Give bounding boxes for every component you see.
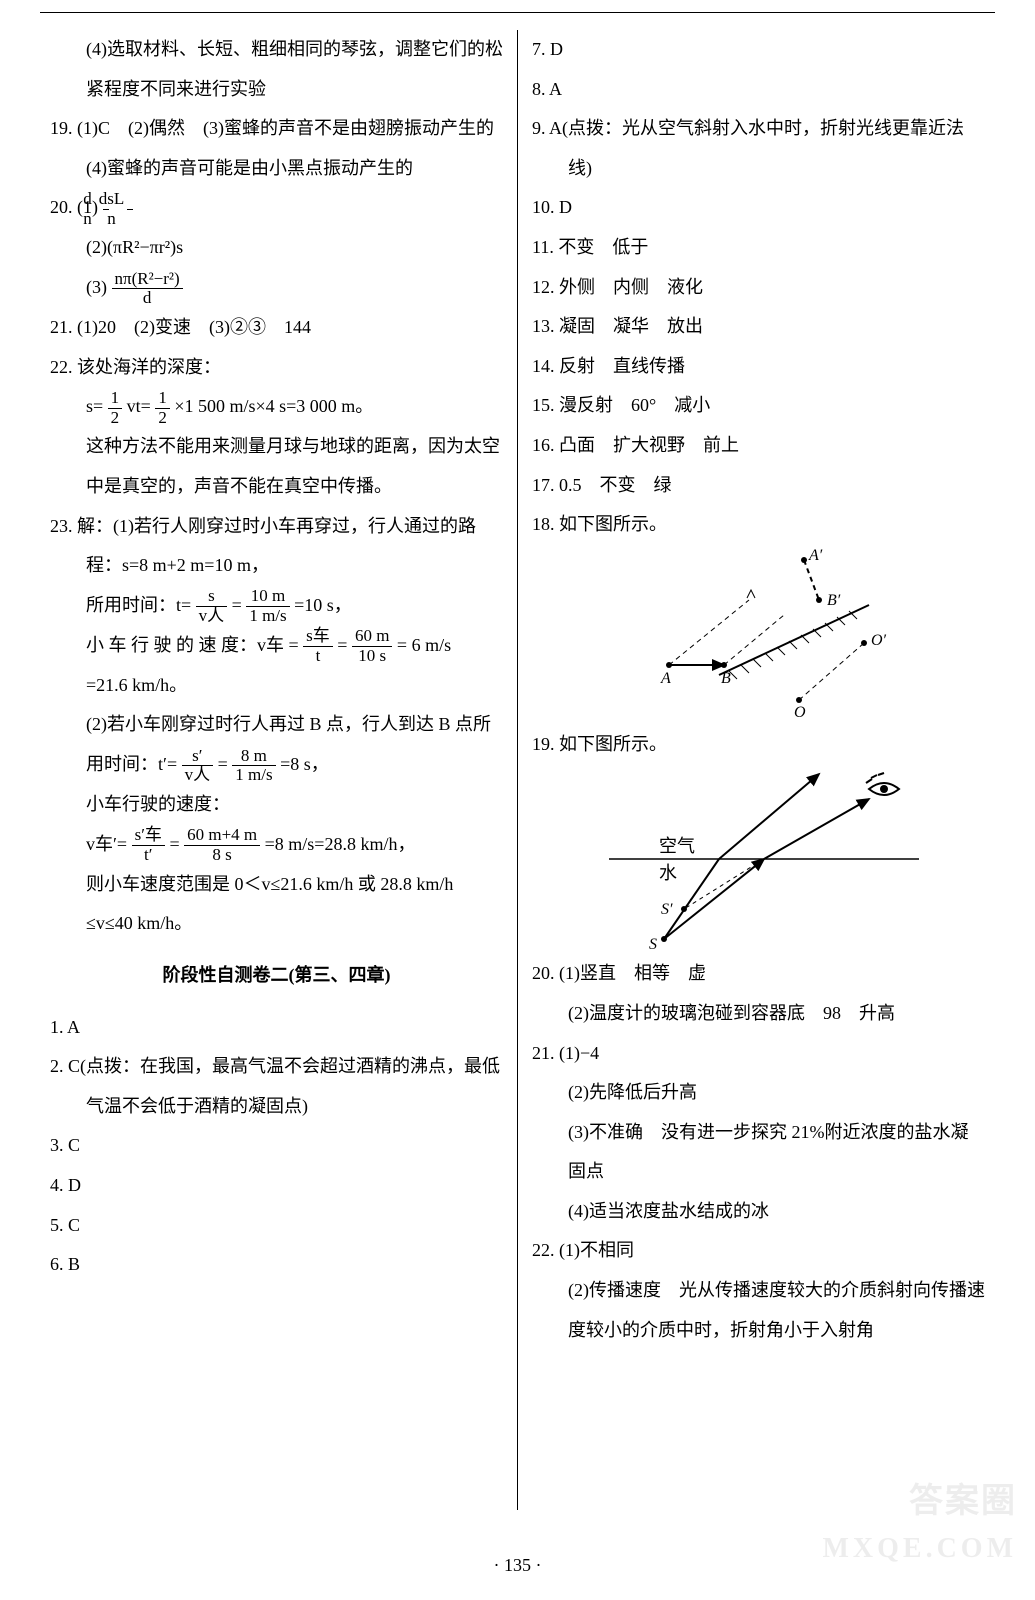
fig19-air: 空气	[659, 836, 695, 856]
eye-icon	[866, 773, 899, 795]
r17: 17. 0.5 不变 绿	[532, 466, 985, 506]
fig18-A: A	[660, 670, 671, 687]
two-column-layout: (4)选取材料、长短、粗细相同的琴弦，调整它们的松紧程度不同来进行实验 19. …	[40, 30, 995, 1510]
q23e: 用时间：t′= s′v人 = 8 m1 m/s =8 s，	[50, 745, 503, 785]
b1: 1. A	[50, 1008, 503, 1048]
q23a: 23. 解：(1)若行人刚穿过时小车再穿过，行人通过的路程：s=8 m+2 m=…	[50, 507, 503, 586]
q23d: (2)若小车刚穿过时行人再过 B 点，行人到达 B 点所	[50, 705, 503, 745]
q18-4: (4)选取材料、长短、粗细相同的琴弦，调整它们的松紧程度不同来进行实验	[50, 30, 503, 109]
watermark-2: MXQE.COM	[822, 1518, 1017, 1580]
b5: 5. C	[50, 1206, 503, 1246]
r10: 10. D	[532, 188, 985, 228]
fig18-O: O	[794, 704, 806, 721]
frac: nπ(R²−r²)d	[112, 270, 183, 308]
fig18-Bp: B′	[827, 592, 841, 609]
figure-18-mirror: A B O A′ B′ O′	[609, 545, 909, 725]
r22b: (2)传播速度 光从传播速度较大的介质斜射向传播速度较小的介质中时，折射角小于入…	[532, 1271, 985, 1350]
q23h: 则小车速度范围是 0＜v≤21.6 km/h 或 28.8 km/h	[50, 865, 503, 905]
page: (4)选取材料、长短、粗细相同的琴弦，调整它们的松紧程度不同来进行实验 19. …	[0, 0, 1035, 1600]
q19: 19. (1)C (2)偶然 (3)蜜蜂的声音不是由翅膀振动产生的 (4)蜜蜂的…	[50, 109, 503, 188]
q22a: 22. 该处海洋的深度：	[50, 348, 503, 388]
q20-3: (3) nπ(R²−r²)d	[50, 268, 503, 308]
r8: 8. A	[532, 70, 985, 110]
top-rule	[40, 12, 995, 13]
q23f: 小车行驶的速度：	[50, 785, 503, 825]
r11: 11. 不变 低于	[532, 228, 985, 268]
b6: 6. B	[50, 1245, 503, 1285]
figure-19-refraction: 空气 水	[589, 764, 929, 954]
r14: 14. 反射 直线传播	[532, 347, 985, 387]
q22b: s= 12 vt= 12 ×1 500 m/s×4 s=3 000 m。	[50, 387, 503, 427]
frac: dsLn	[127, 190, 133, 228]
b4: 4. D	[50, 1166, 503, 1206]
fig18-B: B	[721, 670, 731, 687]
right-column: 7. D 8. A 9. A(点拨：光从空气斜射入水中时，折射光线更靠近法线) …	[522, 30, 995, 1510]
r19: 19. 如下图所示。	[532, 725, 985, 765]
q23c: 小 车 行 驶 的 速 度：v车 = s车t = 60 m10 s = 6 m/…	[50, 626, 503, 666]
r7: 7. D	[532, 30, 985, 70]
r13: 13. 凝固 凝华 放出	[532, 307, 985, 347]
q20-1: 20. (1) dn dsLn	[50, 188, 503, 228]
fig19-water: 水	[659, 863, 677, 883]
r21a: 21. (1)−4	[532, 1034, 985, 1074]
q23g: v车′= s′车t′ = 60 m+4 m8 s =8 m/s=28.8 km/…	[50, 825, 503, 865]
section-title: 阶段性自测卷二(第三、四章)	[50, 956, 503, 996]
column-divider	[517, 30, 518, 1510]
b3: 3. C	[50, 1126, 503, 1166]
q23c2: =21.6 km/h。	[50, 666, 503, 706]
fig19-Sp: S′	[661, 901, 673, 918]
q23i: ≤v≤40 km/h。	[50, 904, 503, 944]
r9: 9. A(点拨：光从空气斜射入水中时，折射光线更靠近法线)	[532, 109, 985, 188]
left-column: (4)选取材料、长短、粗细相同的琴弦，调整它们的松紧程度不同来进行实验 19. …	[40, 30, 513, 1510]
r18: 18. 如下图所示。	[532, 505, 985, 545]
r20b: (2)温度计的玻璃泡碰到容器底 98 升高	[532, 994, 985, 1034]
r16: 16. 凸面 扩大视野 前上	[532, 426, 985, 466]
r21d: (4)适当浓度盐水结成的冰	[532, 1192, 985, 1232]
q23b: 所用时间：t= sv人 = 10 m1 m/s =10 s，	[50, 586, 503, 626]
r21b: (2)先降低后升高	[532, 1073, 985, 1113]
fig18-Op: O′	[871, 632, 887, 649]
b2: 2. C(点拨：在我国，最高气温不会超过酒精的沸点，最低气温不会低于酒精的凝固点…	[50, 1047, 503, 1126]
r22a: 22. (1)不相同	[532, 1231, 985, 1271]
r21c: (3)不准确 没有进一步探究 21%附近浓度的盐水凝固点	[532, 1113, 985, 1192]
fig19-S: S	[649, 936, 657, 953]
fig18-Ap: A′	[808, 547, 823, 564]
q21: 21. (1)20 (2)变速 (3)②③ 144	[50, 308, 503, 348]
r20a: 20. (1)竖直 相等 虚	[532, 954, 985, 994]
r12: 12. 外侧 内侧 液化	[532, 268, 985, 308]
q22c: 这种方法不能用来测量月球与地球的距离，因为太空中是真空的，声音不能在真空中传播。	[50, 427, 503, 506]
r15: 15. 漫反射 60° 减小	[532, 386, 985, 426]
q20-2: (2)(πR²−πr²)s	[50, 228, 503, 268]
